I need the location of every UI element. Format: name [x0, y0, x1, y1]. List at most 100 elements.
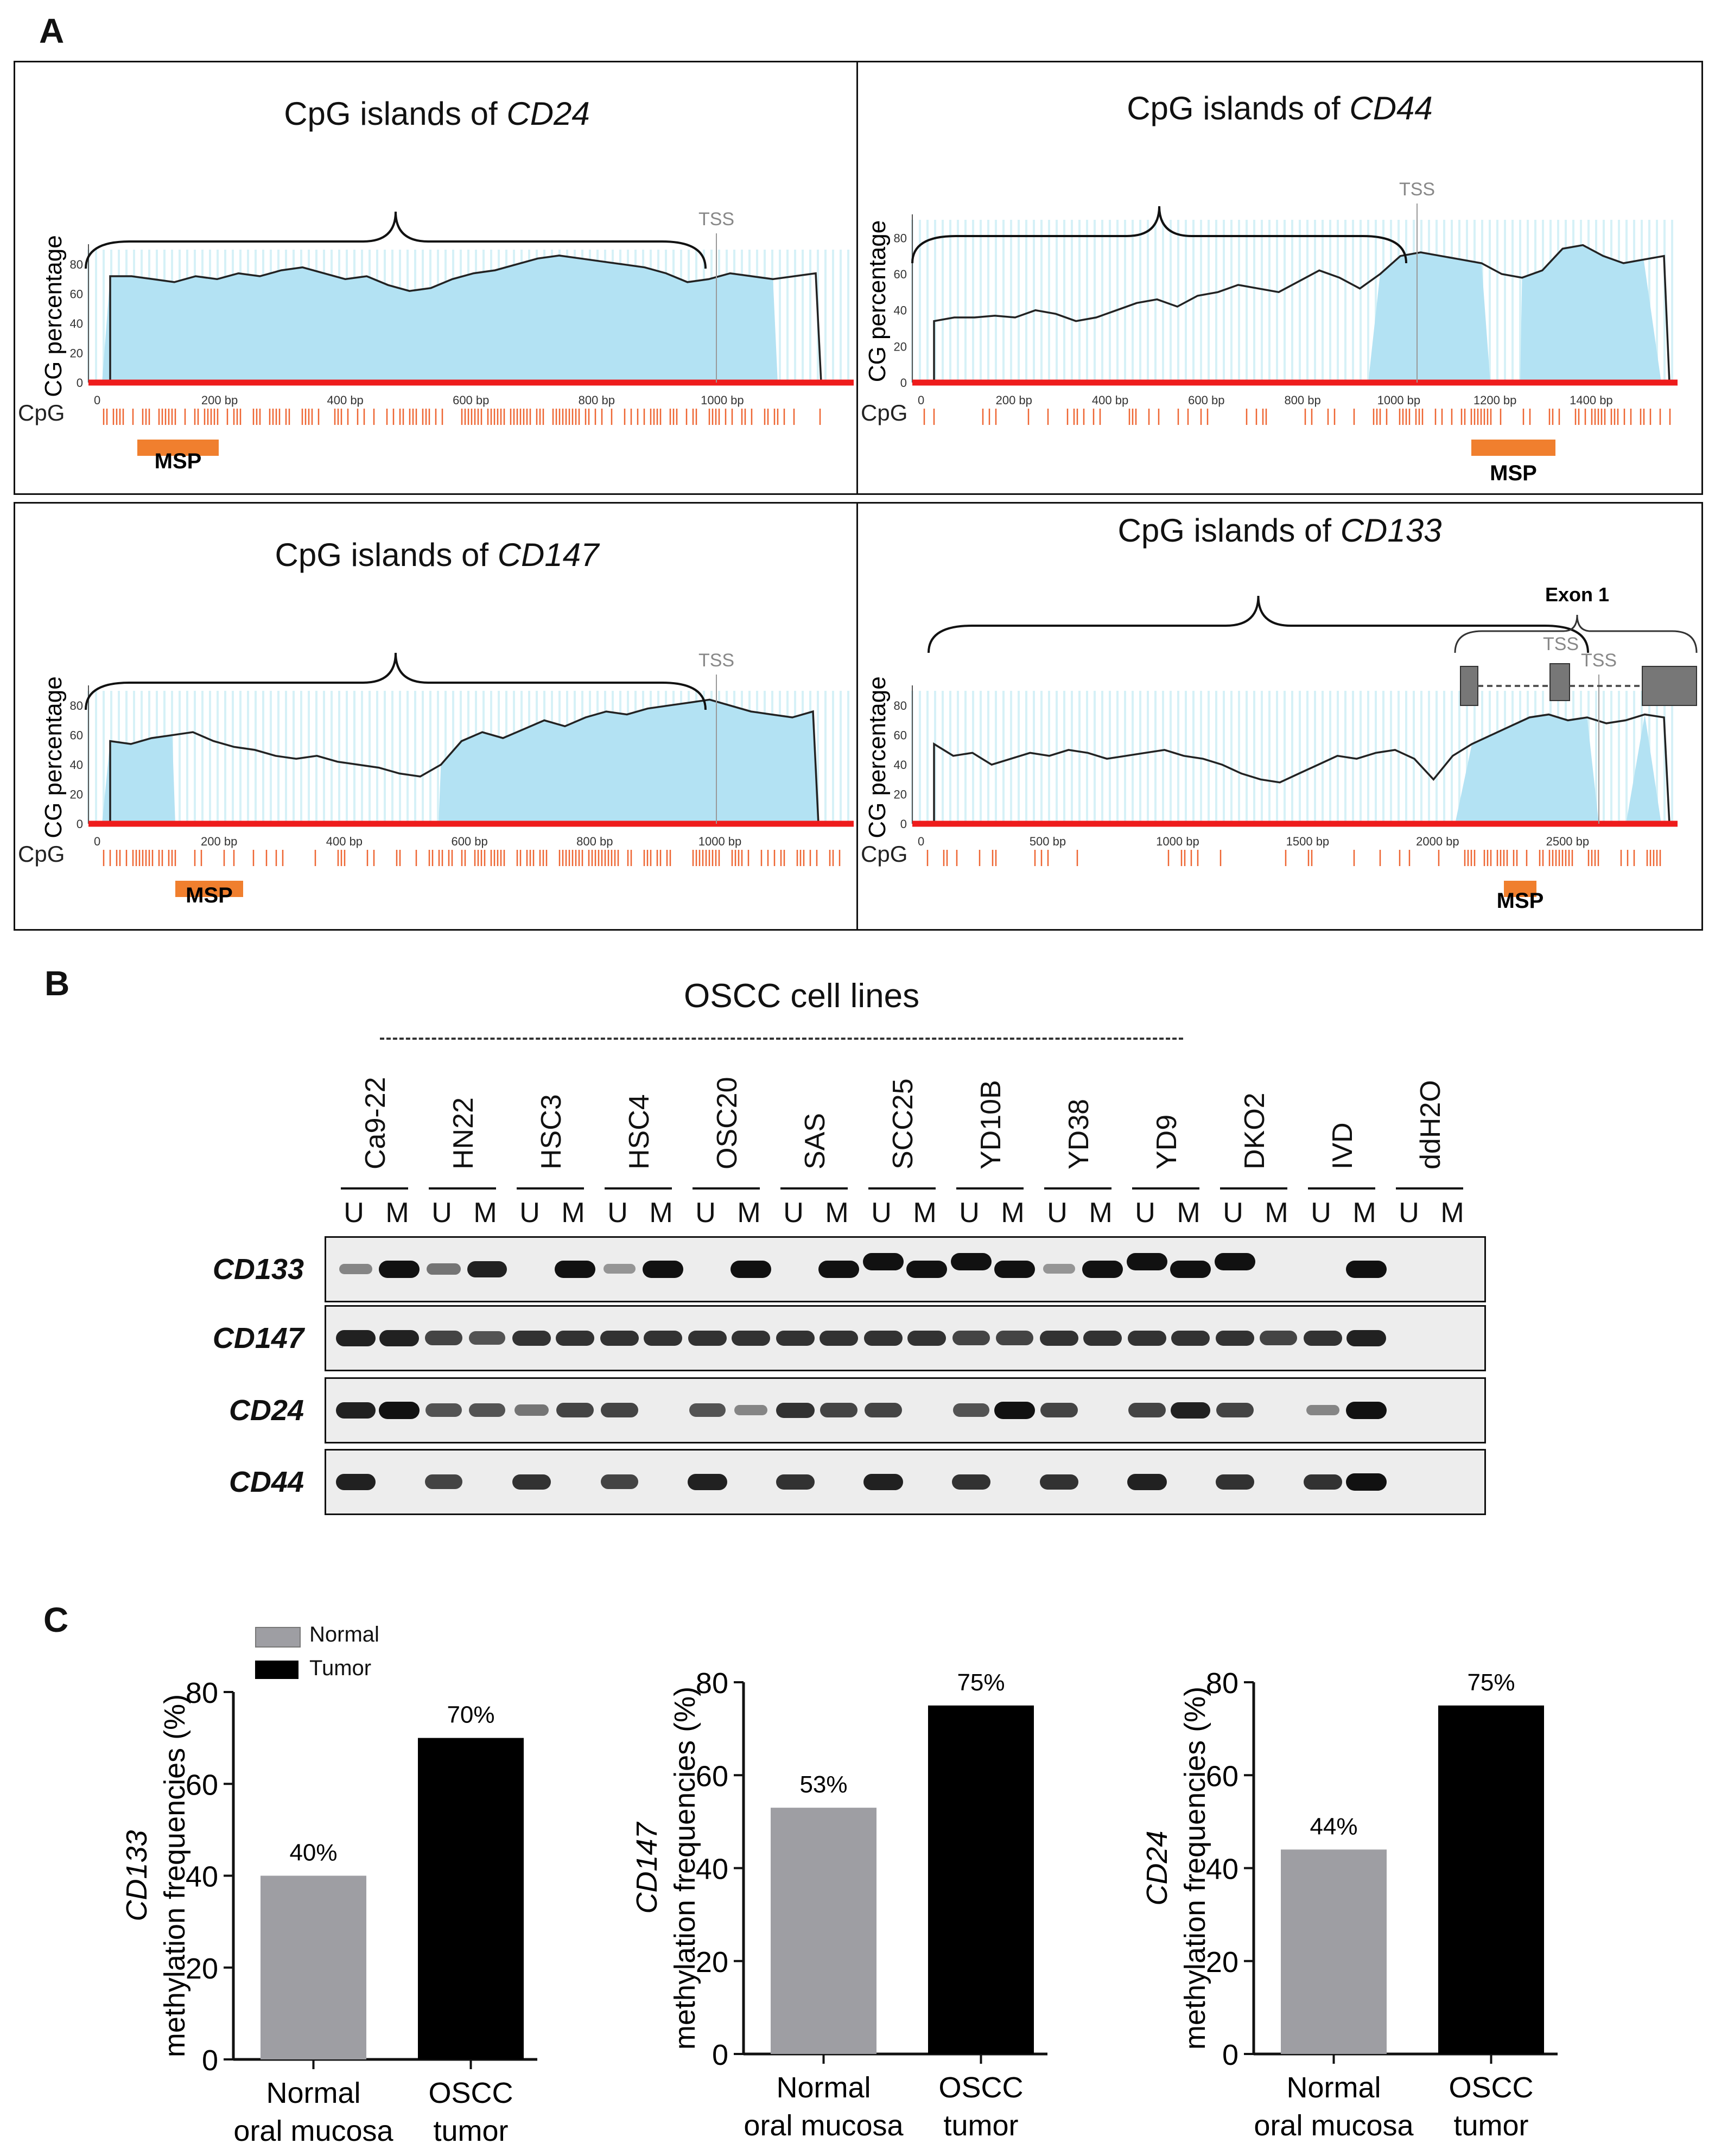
- methylated-lane-label: M: [561, 1197, 585, 1229]
- bar-data-label: 53%: [799, 1771, 847, 1798]
- gel-band: [643, 1330, 682, 1346]
- y-axis-label: CG percentage: [864, 676, 891, 838]
- x-category-label: OSCC: [428, 2077, 513, 2109]
- lane-underline: [868, 1187, 936, 1190]
- x-tick-label: 0: [918, 835, 924, 848]
- unmethylated-lane-label: U: [1399, 1197, 1419, 1229]
- methylated-lane-label: M: [1177, 1197, 1200, 1229]
- x-category-label: tumor: [1453, 2109, 1528, 2142]
- unmethylated-lane-label: U: [695, 1197, 716, 1229]
- gel-band: [1306, 1404, 1339, 1415]
- gel-band: [1082, 1261, 1123, 1278]
- gel-band: [776, 1474, 815, 1490]
- bar-tumor: [1438, 1705, 1544, 2054]
- gel-band: [820, 1403, 858, 1417]
- lane-label: YD38: [1063, 1098, 1095, 1169]
- y-tick-label: 60: [1206, 1760, 1238, 1792]
- gel-band: [556, 1403, 594, 1417]
- methylated-lane-label: M: [649, 1197, 673, 1229]
- exon-box: [1549, 663, 1570, 701]
- unmethylated-lane-label: U: [607, 1197, 628, 1229]
- unmethylated-lane-label: U: [431, 1197, 452, 1229]
- exon-box: [1460, 666, 1478, 706]
- bar-chart-cd24: 0 20 40 60 80 CD24 methylation frequencies (%)…: [1141, 1667, 1558, 2142]
- gel-band: [1345, 1473, 1387, 1491]
- gel-band: [731, 1330, 770, 1346]
- unmethylated-lane-label: U: [344, 1197, 364, 1229]
- x-category-label: tumor: [943, 2109, 1018, 2142]
- unmethylated-lane-label: U: [783, 1197, 804, 1229]
- plot-title: CpG islands of CD44: [1127, 90, 1433, 126]
- y-tick-label: 40: [894, 304, 907, 317]
- gel-band: [1345, 1261, 1387, 1278]
- lane-label: DKO2: [1239, 1092, 1271, 1169]
- x-category-label: Normal: [266, 2077, 360, 2109]
- unmethylated-lane-label: U: [871, 1197, 892, 1229]
- gel-band: [1346, 1330, 1386, 1346]
- y-tick-label: 20: [696, 1946, 728, 1979]
- bar-tumor: [418, 1738, 524, 2059]
- x-tick-label: 200 bp: [996, 393, 1032, 407]
- bar-data-label: 75%: [957, 1669, 1005, 1696]
- plot-cd133: CpG islands of CD133 0 20 40 60 80 CG percent…: [856, 502, 1703, 931]
- x-category-label: OSCC: [1449, 2071, 1533, 2104]
- gel-band: [734, 1404, 767, 1415]
- unmethylated-lane-label: U: [1047, 1197, 1068, 1229]
- gel-band: [1345, 1402, 1387, 1419]
- x-tick-label: 500 bp: [1030, 835, 1066, 848]
- gel-band: [907, 1330, 946, 1346]
- exon-label: Exon 1: [1545, 583, 1609, 606]
- unmethylated-lane-label: U: [1311, 1197, 1331, 1229]
- x-tick-label: 800 bp: [1284, 393, 1320, 407]
- gel-band: [950, 1253, 992, 1270]
- y-tick-label: 20: [894, 340, 907, 353]
- cpg-island-brace: [911, 206, 1407, 264]
- bar-normal: [1281, 1849, 1387, 2054]
- msp-label: MSP: [186, 883, 233, 907]
- msp-region-bar: [175, 881, 243, 897]
- bar-normal: [261, 1875, 366, 2059]
- gel-band: [335, 1473, 376, 1490]
- cg-percentage-line: [933, 244, 1670, 383]
- x-tick-label: 200 bp: [201, 835, 237, 848]
- gel-band: [468, 1403, 505, 1417]
- gel-strip: [325, 1449, 1486, 1515]
- unmethylated-lane-label: U: [1223, 1197, 1243, 1229]
- x-tick-label: 800 bp: [579, 393, 615, 407]
- gel-band: [951, 1474, 990, 1490]
- y-tick-label: 80: [894, 699, 907, 713]
- gel-band: [555, 1330, 594, 1346]
- plot-title: CpG islands of CD147: [275, 537, 599, 573]
- gel-strip: [325, 1305, 1486, 1371]
- x-tick-label: 600 bp: [453, 393, 489, 407]
- methylated-lane-label: M: [1352, 1197, 1376, 1229]
- bar-data-label: 75%: [1467, 1669, 1515, 1696]
- gel-strip: [325, 1377, 1486, 1443]
- cg-percentage-line: [109, 255, 822, 383]
- gel-band: [730, 1261, 771, 1278]
- x-tick-label: 400 bp: [326, 835, 363, 848]
- gel-band: [1215, 1330, 1254, 1346]
- x-category-label: Normal: [776, 2071, 871, 2104]
- y-tick-label: 80: [696, 1667, 728, 1700]
- panel-b-label: B: [45, 964, 70, 1003]
- gel-band: [819, 1330, 858, 1346]
- unmethylated-lane-label: U: [1135, 1197, 1155, 1229]
- y-axis-label: methylation frequencies (%): [669, 1687, 701, 2050]
- gel-band: [468, 1331, 505, 1345]
- y-tick-label: 80: [70, 699, 83, 713]
- lane-label: YD9: [1151, 1114, 1183, 1169]
- y-tick-label: 60: [70, 729, 83, 742]
- lane-underline: [517, 1187, 584, 1190]
- gel-band: [378, 1402, 420, 1419]
- x-tick-label: 1000 bp: [1377, 393, 1421, 407]
- y-axis-label: CG percentage: [40, 235, 67, 397]
- tss-label: TSS: [1399, 179, 1435, 200]
- x-tick-label: 0: [94, 393, 100, 407]
- gel-band: [1259, 1331, 1297, 1345]
- gel-band: [514, 1404, 549, 1416]
- lane-label: HN22: [448, 1097, 479, 1169]
- lane-underline: [1396, 1187, 1463, 1190]
- gel-band: [688, 1330, 727, 1346]
